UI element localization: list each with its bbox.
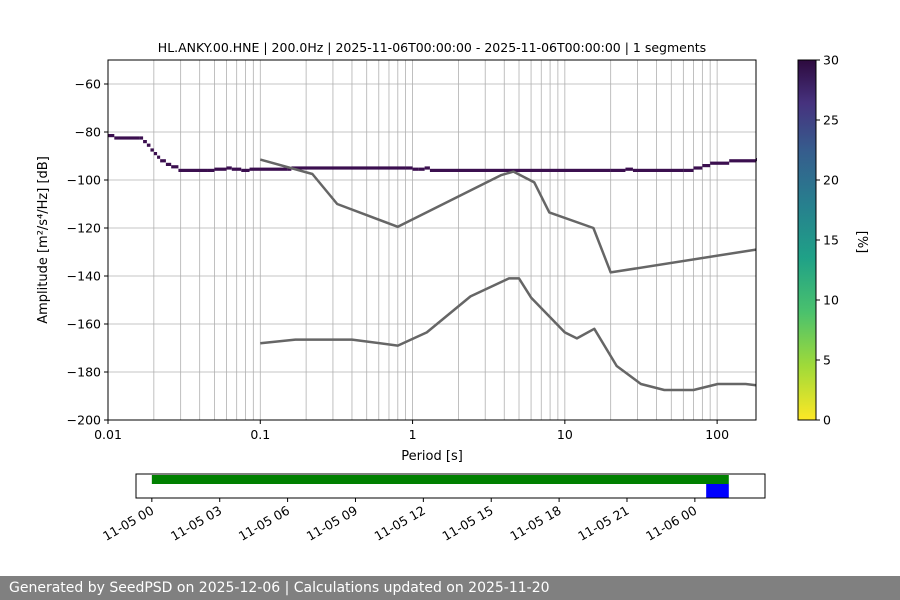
y-tick-label: −120 [67,221,101,236]
psd-mode-cell [146,143,151,147]
psd-mode-cell [157,155,161,159]
psd-mode-cell [108,134,115,138]
timeline-tick-label: 11-05 15 [440,503,496,544]
y-tick-label: −80 [75,125,101,140]
psd-mode-cell [693,166,703,170]
x-tick-label: 10 [557,427,573,442]
timeline-tick-label: 11-05 09 [304,503,360,544]
psd-mode-cell [165,162,172,166]
psd-mode-heatmap [108,134,757,172]
psd-mode-cell [178,168,208,172]
colorbar: 0 5 10 15 20 25 30 [%] [797,53,869,428]
timeline-tick-label: 11-05 06 [236,503,292,544]
coverage-data-bar [151,475,729,484]
figure: HL.ANKY.00.HNE | 200.0Hz | 2025-11-06T00… [36,40,869,544]
x-axis-label: Period [s] [401,449,463,464]
psd-mode-cell [729,159,756,163]
psd-plot: 0.01 0.1 1 10 100 −60 −80 −100 −120 −140 −160 −180… [36,59,757,464]
psd-mode-cell [241,168,250,172]
x-tick-label: 100 [705,427,729,442]
coverage-current-bar [706,484,729,498]
coverage-timeline: 11-05 00 11-05 03 11-05 06 11-05 09 11-05 12… [100,473,766,544]
timeline-tick-label: 11-05 03 [168,503,224,544]
noise-model-high [259,158,757,274]
psd-mode-cell [418,167,425,171]
x-axis-ticks: 0.01 0.1 1 10 100 [94,420,729,442]
psd-mode-cell [231,167,242,171]
y-tick-label: −100 [67,173,101,188]
psd-mode-cell [429,168,611,172]
psd-mode-cell [226,166,232,170]
psd-mode-cell [632,168,684,172]
timeline-frame [135,473,766,499]
timeline-tick-label: 11-05 18 [507,503,563,544]
psd-mode-cell [710,161,730,165]
colorbar-ticks: 0 5 10 15 20 25 30 [816,53,839,428]
psd-mode-cell [405,166,413,170]
colorbar-gradient [797,59,817,421]
psd-mode-cell [214,167,227,171]
x-tick-label: 1 [409,427,417,442]
psd-mode-cell [287,167,292,171]
psd-mode-cell [702,164,711,168]
psd-mode-cell [625,167,633,171]
plot-frame [107,59,757,421]
noise-model-low [260,277,757,392]
x-tick-label: 0.01 [94,427,122,442]
colorbar-tick-label: 30 [823,53,839,68]
colorbar-tick-label: 15 [823,233,839,248]
psd-mode-cell [683,168,694,172]
chart-title: HL.ANKY.00.HNE | 200.0Hz | 2025-11-06T00… [158,40,706,55]
y-tick-label: −60 [75,77,101,92]
timeline-ticks: 11-05 00 11-05 03 11-05 06 11-05 09 11-05 12… [100,498,699,544]
y-axis-label: Amplitude [m²/s⁴/Hz] [dB] [36,156,51,324]
colorbar-tick-label: 0 [823,413,831,428]
psd-mode-cell [249,167,288,171]
y-tick-label: −200 [67,413,101,428]
y-tick-label: −180 [67,365,101,380]
timeline-tick-label: 11-05 21 [575,503,631,544]
psd-mode-cell [114,136,140,140]
y-tick-label: −140 [67,269,101,284]
noise-model-lines [259,158,757,392]
colorbar-tick-label: 10 [823,293,839,308]
grid [108,60,756,420]
psd-mode-cell [424,166,430,170]
psd-mode-cell [153,152,158,156]
psd-mode-cell [412,167,419,171]
psd-mode-cell [160,159,166,163]
timeline-tick-label: 11-06 00 [643,503,699,544]
psd-mode-cell [150,148,154,152]
footer-banner: Generated by SeedPSD on 2025-12-06 | Cal… [0,576,900,600]
psd-mode-cell [610,168,626,172]
psd-mode-cell [291,166,406,170]
x-tick-label: 0.1 [250,427,270,442]
y-axis-ticks: −60 −80 −100 −120 −140 −160 −180 −200 [67,77,108,428]
psd-mode-cell [207,168,215,172]
colorbar-tick-label: 25 [823,113,839,128]
timeline-tick-label: 11-05 12 [372,503,428,544]
y-tick-label: −160 [67,317,101,332]
psd-mode-cell [171,165,179,169]
psd-mode-cell [143,140,147,144]
colorbar-tick-label: 5 [823,353,831,368]
psd-mode-cell [139,136,144,140]
colorbar-tick-label: 20 [823,173,839,188]
timeline-tick-label: 11-05 00 [100,503,156,544]
colorbar-label: [%] [854,231,869,254]
